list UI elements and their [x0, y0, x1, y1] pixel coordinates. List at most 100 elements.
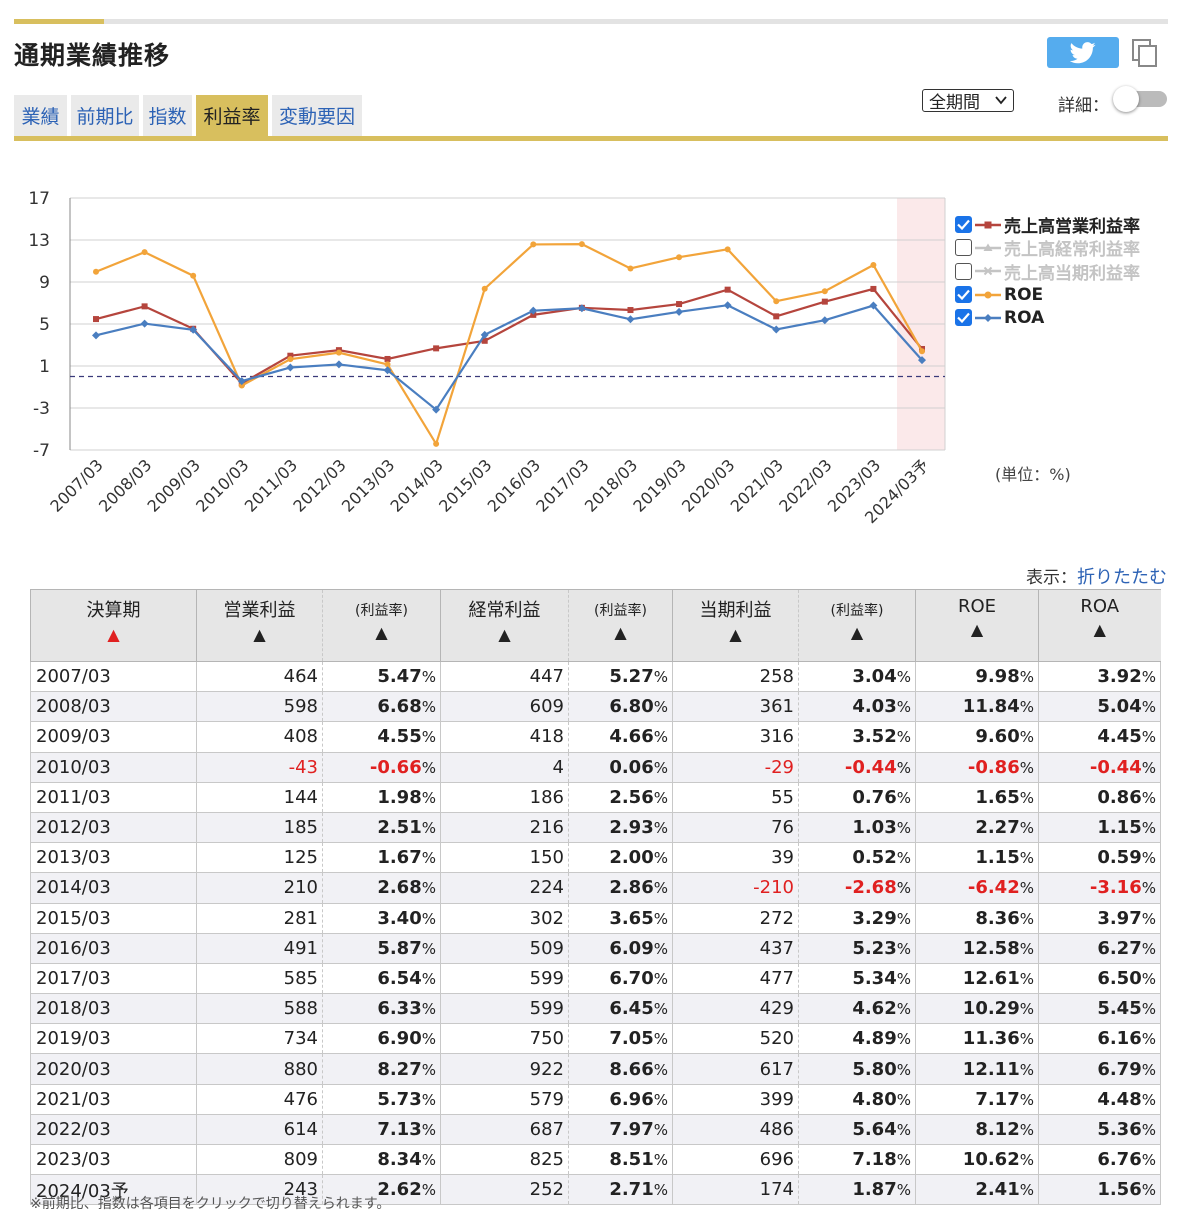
cell-value: 243: [283, 1179, 318, 1201]
percent-suffix: %: [1019, 1120, 1034, 1139]
data-point: [432, 405, 441, 414]
table-cell: 3.92%: [1038, 660, 1161, 693]
data-point: [433, 345, 440, 352]
sort-arrow-icon: ▲: [729, 625, 742, 644]
series-line-3: [95, 242, 923, 447]
table-cell: 6.96%: [568, 1083, 673, 1115]
table-cell: 809: [196, 1143, 323, 1176]
y-tick-label: -7: [33, 441, 50, 461]
table-cell: 4.03%: [798, 691, 916, 723]
cell-value: 6.96: [609, 1088, 654, 1110]
cell-value: 5.80: [852, 1058, 897, 1080]
cell-value: 2023/03: [36, 1149, 111, 1171]
tab-bar: 業績 前期比 指数 利益率 変動要因: [14, 95, 366, 136]
percent-suffix: %: [421, 1120, 436, 1139]
percent-suffix: %: [896, 1060, 911, 1079]
table-header-cell[interactable]: 営業利益 ▲: [196, 589, 323, 662]
table-header-cell[interactable]: ROA ▲: [1038, 589, 1161, 662]
table-cell: 4: [440, 751, 569, 783]
table-cell: 5.73%: [322, 1083, 441, 1115]
cell-value: 2015/03: [36, 907, 111, 929]
x-tick-label: 2013/03: [338, 455, 398, 515]
cell-value: 2017/03: [36, 967, 111, 989]
data-point: [870, 261, 877, 268]
cell-value: 5.34: [852, 967, 897, 989]
series-line-0: [95, 287, 923, 385]
table-row: 2018/03 588 6.33% 599 6.45% 429 4.62% 10.29% 5.4…: [30, 993, 1161, 1025]
table-cell: 2020/03: [30, 1053, 197, 1085]
header-label: (利益率): [830, 603, 884, 619]
twitter-share-button[interactable]: [1047, 37, 1119, 68]
table-cell: 6.45%: [568, 993, 673, 1025]
table-cell: 2015/03: [30, 902, 197, 934]
cell-value: 509: [529, 937, 564, 959]
table-header-cell[interactable]: 経常利益 ▲: [440, 589, 569, 662]
percent-suffix: %: [1019, 698, 1034, 717]
y-tick-label: -3: [33, 399, 50, 419]
cell-value: 272: [759, 907, 794, 929]
percent-suffix: %: [653, 788, 668, 807]
table-cell: 11.36%: [915, 1023, 1039, 1055]
legend-item-roa[interactable]: ROA: [955, 306, 1140, 329]
table-cell: 9.60%: [915, 721, 1039, 753]
table-header-cell[interactable]: (利益率) ▲: [322, 589, 441, 662]
tab-profit-margin[interactable]: 利益率: [196, 95, 268, 136]
sort-arrow-icon: ▲: [970, 620, 984, 639]
copy-icon[interactable]: [1131, 38, 1159, 68]
table-cell: 579: [440, 1083, 569, 1115]
table-cell: 76: [672, 811, 799, 844]
cell-value: 4.48: [1097, 1088, 1142, 1110]
detail-toggle[interactable]: [1113, 86, 1167, 112]
cell-value: 486: [759, 1118, 794, 1140]
legend-item-ordinary-margin[interactable]: 売上高経常利益率: [955, 236, 1140, 260]
cell-value: 5.73: [377, 1088, 422, 1110]
table-cell: 281: [196, 902, 323, 934]
percent-suffix: %: [1141, 909, 1156, 928]
table-row: 2017/03 585 6.54% 599 6.70% 477 5.34% 12.61% 6.5…: [30, 962, 1161, 995]
table-cell: -0.86%: [915, 751, 1039, 783]
table-cell: 7.17%: [915, 1083, 1039, 1115]
table-cell: 2011/03: [30, 781, 197, 813]
cell-value: 6.16: [1097, 1028, 1142, 1050]
table-header-cell[interactable]: 当期利益 ▲: [672, 589, 799, 662]
cell-value: 579: [529, 1088, 564, 1110]
table-header-cell[interactable]: (利益率) ▲: [798, 589, 916, 662]
sort-arrow-icon: ▲: [253, 625, 266, 644]
cell-value: 150: [529, 847, 564, 869]
percent-suffix: %: [653, 909, 668, 928]
percent-suffix: %: [1141, 1120, 1156, 1139]
table-header-cell[interactable]: 決算期 ▲: [30, 589, 197, 662]
table-cell: 599: [440, 993, 569, 1025]
cell-value: -0.44: [844, 756, 897, 778]
cell-value: 6.90: [377, 1028, 422, 1050]
percent-suffix: %: [1141, 819, 1156, 838]
table-cell: 2022/03: [30, 1113, 197, 1146]
table-cell: 2.41%: [915, 1174, 1039, 1206]
x-tick-label: 2014/03: [387, 455, 447, 515]
collapse-link[interactable]: 折りたたむ: [1077, 567, 1167, 588]
table-cell: -0.44%: [1038, 751, 1161, 783]
legend-item-operating-margin[interactable]: 売上高営業利益率: [955, 213, 1140, 237]
detail-label: 詳細：: [1058, 96, 1109, 116]
table-cell: 687: [440, 1113, 569, 1146]
tab-yoy[interactable]: 前期比: [71, 95, 139, 136]
table-cell: 2.51%: [322, 811, 441, 844]
legend-item-net-margin[interactable]: 売上高当期利益率: [955, 260, 1140, 284]
table-header-cell[interactable]: ROE ▲: [915, 589, 1039, 662]
table-cell: 3.97%: [1038, 902, 1161, 934]
table-cell: 437: [672, 932, 799, 964]
legend-item-roe[interactable]: ROE: [955, 283, 1140, 306]
chevron-down-icon: [995, 96, 1007, 105]
tab-change-factors[interactable]: 変動要因: [272, 95, 362, 136]
x-tick-label: 2007/03: [46, 455, 106, 515]
tab-performance[interactable]: 業績: [14, 95, 67, 136]
tab-index[interactable]: 指数: [143, 95, 192, 136]
table-header-cell[interactable]: (利益率) ▲: [568, 589, 673, 662]
period-select[interactable]: 全期間: [922, 89, 1014, 113]
cell-value: 3.04: [852, 666, 897, 688]
cell-value: 6.70: [609, 967, 654, 989]
data-point: [92, 331, 100, 340]
percent-suffix: %: [653, 939, 668, 958]
cell-value: 7.05: [609, 1028, 654, 1050]
cell-value: -0.44: [1089, 756, 1142, 778]
